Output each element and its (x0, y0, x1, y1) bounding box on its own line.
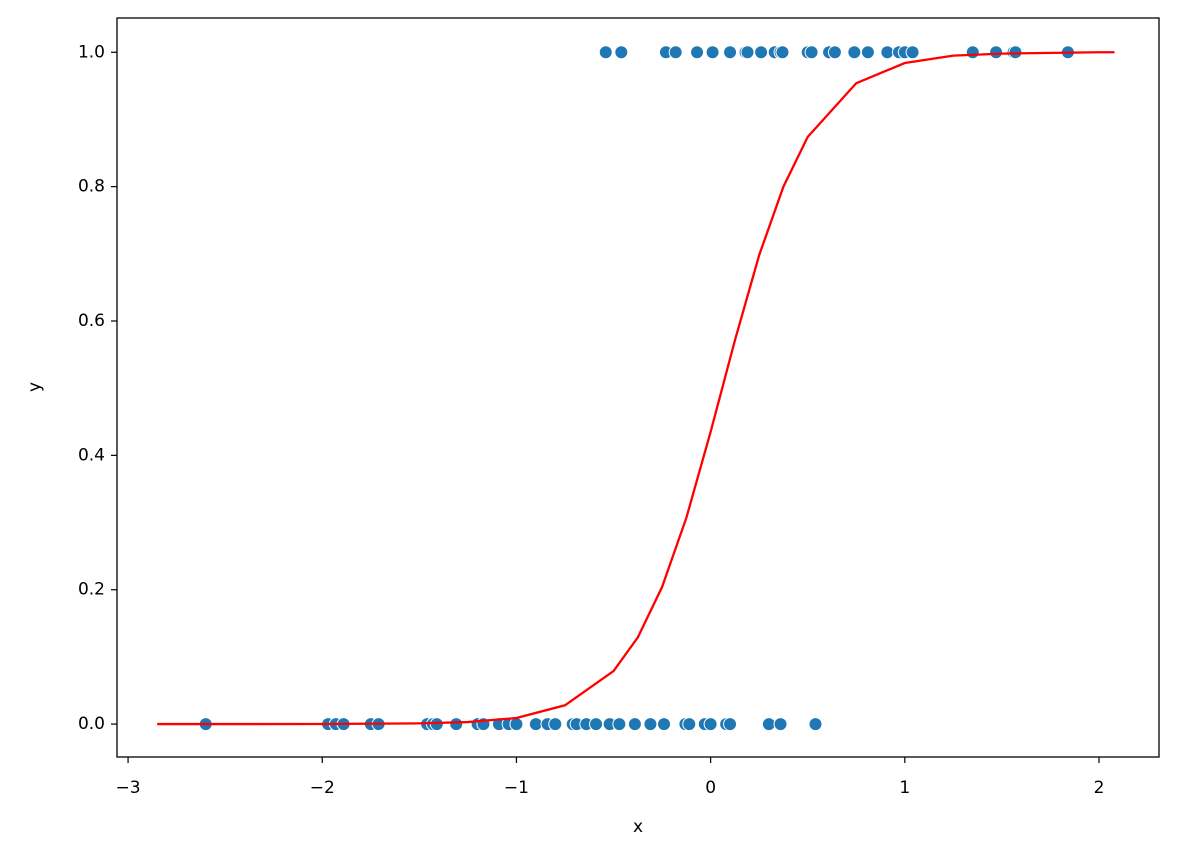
scatter-point (761, 717, 776, 732)
axes-frame (116, 17, 1160, 758)
y-axis-label: y (25, 382, 45, 392)
scatter-point (905, 45, 920, 60)
curve (157, 51, 1115, 726)
scatter-point (657, 717, 672, 732)
scatter-point (965, 45, 980, 60)
scatter-point (989, 45, 1004, 60)
scatter-point (773, 717, 788, 732)
x-tick-label: 1 (899, 778, 910, 798)
scatter-point (668, 45, 683, 60)
y-tick-label: 0.4 (78, 445, 105, 465)
x-tick-label: −1 (504, 778, 529, 798)
scatter-point (643, 717, 658, 732)
scatter-point (754, 45, 769, 60)
y-tick-label: 0.0 (78, 714, 105, 734)
y-tick-label: 0.6 (78, 311, 105, 331)
x-tick-label: −2 (310, 778, 335, 798)
x-tick-label: −3 (116, 778, 141, 798)
scatter-point (589, 717, 604, 732)
scatter-point (612, 717, 627, 732)
scatter-point (804, 45, 819, 60)
y-tick-label: 0.2 (78, 580, 105, 600)
y-tick-label: 1.0 (78, 42, 105, 62)
x-tick-label: 0 (705, 778, 716, 798)
scatter-point (880, 45, 895, 60)
scatter-point (614, 45, 629, 60)
scatter-point (860, 45, 875, 60)
x-axis-label: x (633, 817, 643, 837)
scatter-point (808, 717, 823, 732)
scatter-point (705, 45, 720, 60)
scatter-point (775, 45, 790, 60)
scatter-point (723, 45, 738, 60)
scatter-point (548, 717, 563, 732)
scatter-point (847, 45, 862, 60)
scatter-point (827, 45, 842, 60)
scatter-point (723, 717, 738, 732)
scatter-point (627, 717, 642, 732)
scatter-point (449, 717, 464, 732)
scatter-point (682, 717, 697, 732)
scatter-point (740, 45, 755, 60)
scatter-point (528, 717, 543, 732)
scatter-point (703, 717, 718, 732)
plot-area (157, 45, 1115, 732)
scatter-point (598, 45, 613, 60)
x-tick-label: 2 (1094, 778, 1105, 798)
y-tick-label: 0.8 (78, 177, 105, 197)
scatter-point (690, 45, 705, 60)
